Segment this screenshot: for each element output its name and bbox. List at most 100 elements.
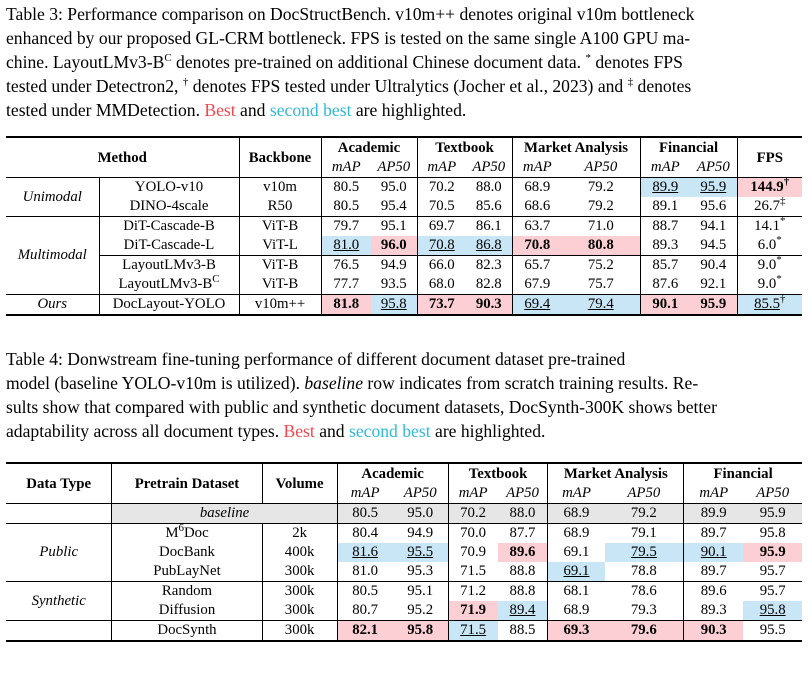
value-cell: 80.5 — [321, 197, 371, 217]
value-text: 94.9 — [407, 525, 434, 541]
table-row: Unimodal YOLO-v10 v10m 80.5 95.0 70.2 88.0 68.9… — [6, 176, 803, 217]
value-text: 69.3 — [563, 622, 590, 638]
value-cell: 95.5 — [743, 620, 802, 642]
value-cell: 78.6 — [604, 581, 685, 601]
value-text: 70.0 — [460, 525, 487, 541]
value-cell: 80.4 — [337, 523, 393, 543]
method-cell: YOLO-v10 — [99, 177, 240, 197]
value-cell: 95.6 — [690, 197, 738, 217]
value-cell: 95.5 — [392, 543, 449, 562]
value-cell: 95.8 — [392, 620, 449, 642]
method-name: DiT-Cascade-L — [123, 237, 215, 253]
method-cell: DiT-Cascade-B — [99, 216, 240, 236]
fps-mark: † — [783, 176, 790, 189]
value-cell: 95.9 — [690, 177, 738, 197]
header-group: Academic — [321, 136, 418, 158]
value-cell: 89.4 — [497, 601, 549, 621]
dataset-name: DocBank — [111, 543, 263, 562]
method-name: LayoutLMv3-B — [118, 276, 213, 292]
table-row: DINO-4scale R50 80.5 95.4 70.5 85.6 68.6 79.2 89… — [6, 195, 802, 217]
value-cell: 89.9 — [640, 177, 691, 197]
fps-value: 6.0 — [757, 237, 777, 253]
table3: Method Backbone Academic Textbook Market… — [6, 136, 803, 316]
volume-cell: 2k — [262, 523, 338, 543]
value-text: 70.8 — [524, 237, 551, 253]
value-cell: 95.3 — [392, 562, 449, 582]
value-text: 89.3 — [700, 602, 727, 618]
caption-line: adaptability across all document types. … — [6, 421, 546, 441]
value-cell: 71.2 — [448, 581, 498, 601]
value-cell: 95.2 — [392, 601, 449, 621]
caption-line: enhanced by our proposed GL-CRM bottlene… — [6, 28, 691, 48]
value-cell: 67.9 — [512, 275, 562, 295]
value-text: 69.1 — [563, 544, 590, 560]
value-cell: 95.4 — [371, 197, 418, 217]
value-cell: 85.7 — [640, 255, 691, 275]
header-pretrain: Pretrain Dataset — [111, 462, 263, 504]
value-text: 95.6 — [700, 198, 727, 214]
value-text: 73.7 — [428, 296, 455, 312]
value-text: 95.3 — [407, 563, 434, 579]
value-text: 95.4 — [380, 198, 407, 214]
header-group: Market Analysis — [547, 462, 685, 484]
fps-mark: ‡ — [780, 195, 786, 208]
value-text: 82.1 — [352, 622, 379, 638]
table-row: LayoutLMv3-B ViT-B 76.5 94.9 66.0 82.3 65.7 75.… — [6, 255, 803, 275]
value-cell: 88.0 — [466, 177, 513, 197]
method-name: LayoutLMv3-B — [122, 257, 216, 273]
value-cell: 79.6 — [604, 620, 685, 642]
value-cell: 88.7 — [640, 216, 691, 236]
caption-line: Table 4: Donwstream fine-tuning performa… — [6, 349, 626, 369]
row-group-label — [6, 620, 113, 642]
value-cell: 69.7 — [417, 216, 467, 236]
table4: Data Type Pretrain Dataset Volume Academ… — [6, 462, 802, 642]
value-cell: 70.2 — [417, 177, 467, 197]
fps-cell: 85.5† — [737, 294, 803, 316]
value-cell: 88.0 — [497, 503, 549, 524]
value-text: 89.4 — [509, 602, 536, 618]
fps-cell: 26.7‡ — [737, 195, 802, 217]
table-row: LayoutLMv3-BC ViT-B 77.7 93.5 68.0 82.8 67.9 75… — [6, 274, 802, 295]
value-text: 63.7 — [524, 218, 551, 234]
value-text: 67.9 — [524, 276, 551, 292]
value-cell: 87.6 — [640, 275, 690, 295]
value-cell: 88.8 — [497, 562, 549, 582]
value-cell: 95.1 — [371, 216, 418, 236]
fps-value: 85.5 — [754, 296, 780, 312]
value-cell: 68.6 — [512, 197, 562, 217]
value-cell: 94.1 — [690, 216, 738, 236]
value-text: 89.1 — [652, 198, 679, 214]
value-cell: 75.7 — [562, 275, 641, 295]
value-cell: 70.8 — [512, 236, 563, 256]
header-data-type: Data Type — [6, 462, 113, 504]
value-text: 81.0 — [352, 563, 379, 579]
dataset-name-tail: Doc — [184, 525, 209, 541]
value-cell: 75.2 — [562, 255, 641, 275]
value-text: 95.5 — [407, 544, 434, 560]
value-cell: 90.4 — [690, 255, 738, 275]
value-cell: 90.1 — [640, 294, 691, 316]
volume-cell: 300k — [262, 581, 338, 601]
value-cell: 95.7 — [743, 581, 802, 601]
value-text: 95.7 — [759, 563, 786, 579]
value-cell: 95.0 — [392, 503, 449, 524]
header-group: Textbook — [417, 136, 513, 158]
fps-value: 9.0 — [757, 257, 777, 273]
value-text: 88.7 — [652, 218, 679, 234]
volume-cell: 400k — [262, 543, 338, 562]
value-cell: 86.1 — [466, 216, 513, 236]
value-cell: 95.8 — [371, 294, 418, 316]
dataset-name-text: DocBank — [159, 544, 215, 560]
value-cell: 90.1 — [683, 543, 744, 562]
value-text: 78.8 — [630, 563, 657, 579]
method-name: DocLayout-YOLO — [112, 296, 226, 312]
value-cell: 79.5 — [604, 543, 685, 562]
value-cell: 95.9 — [690, 294, 738, 316]
row-group-label: Public — [6, 523, 113, 582]
value-cell: 95.8 — [743, 601, 802, 621]
value-text: 88.5 — [509, 622, 536, 638]
value-text: 69.4 — [524, 296, 551, 312]
backbone-cell: ViT-B — [239, 216, 322, 236]
value-cell: 88.8 — [497, 581, 549, 601]
caption-line: Table 3: Performance comparison on DocSt… — [6, 4, 695, 24]
